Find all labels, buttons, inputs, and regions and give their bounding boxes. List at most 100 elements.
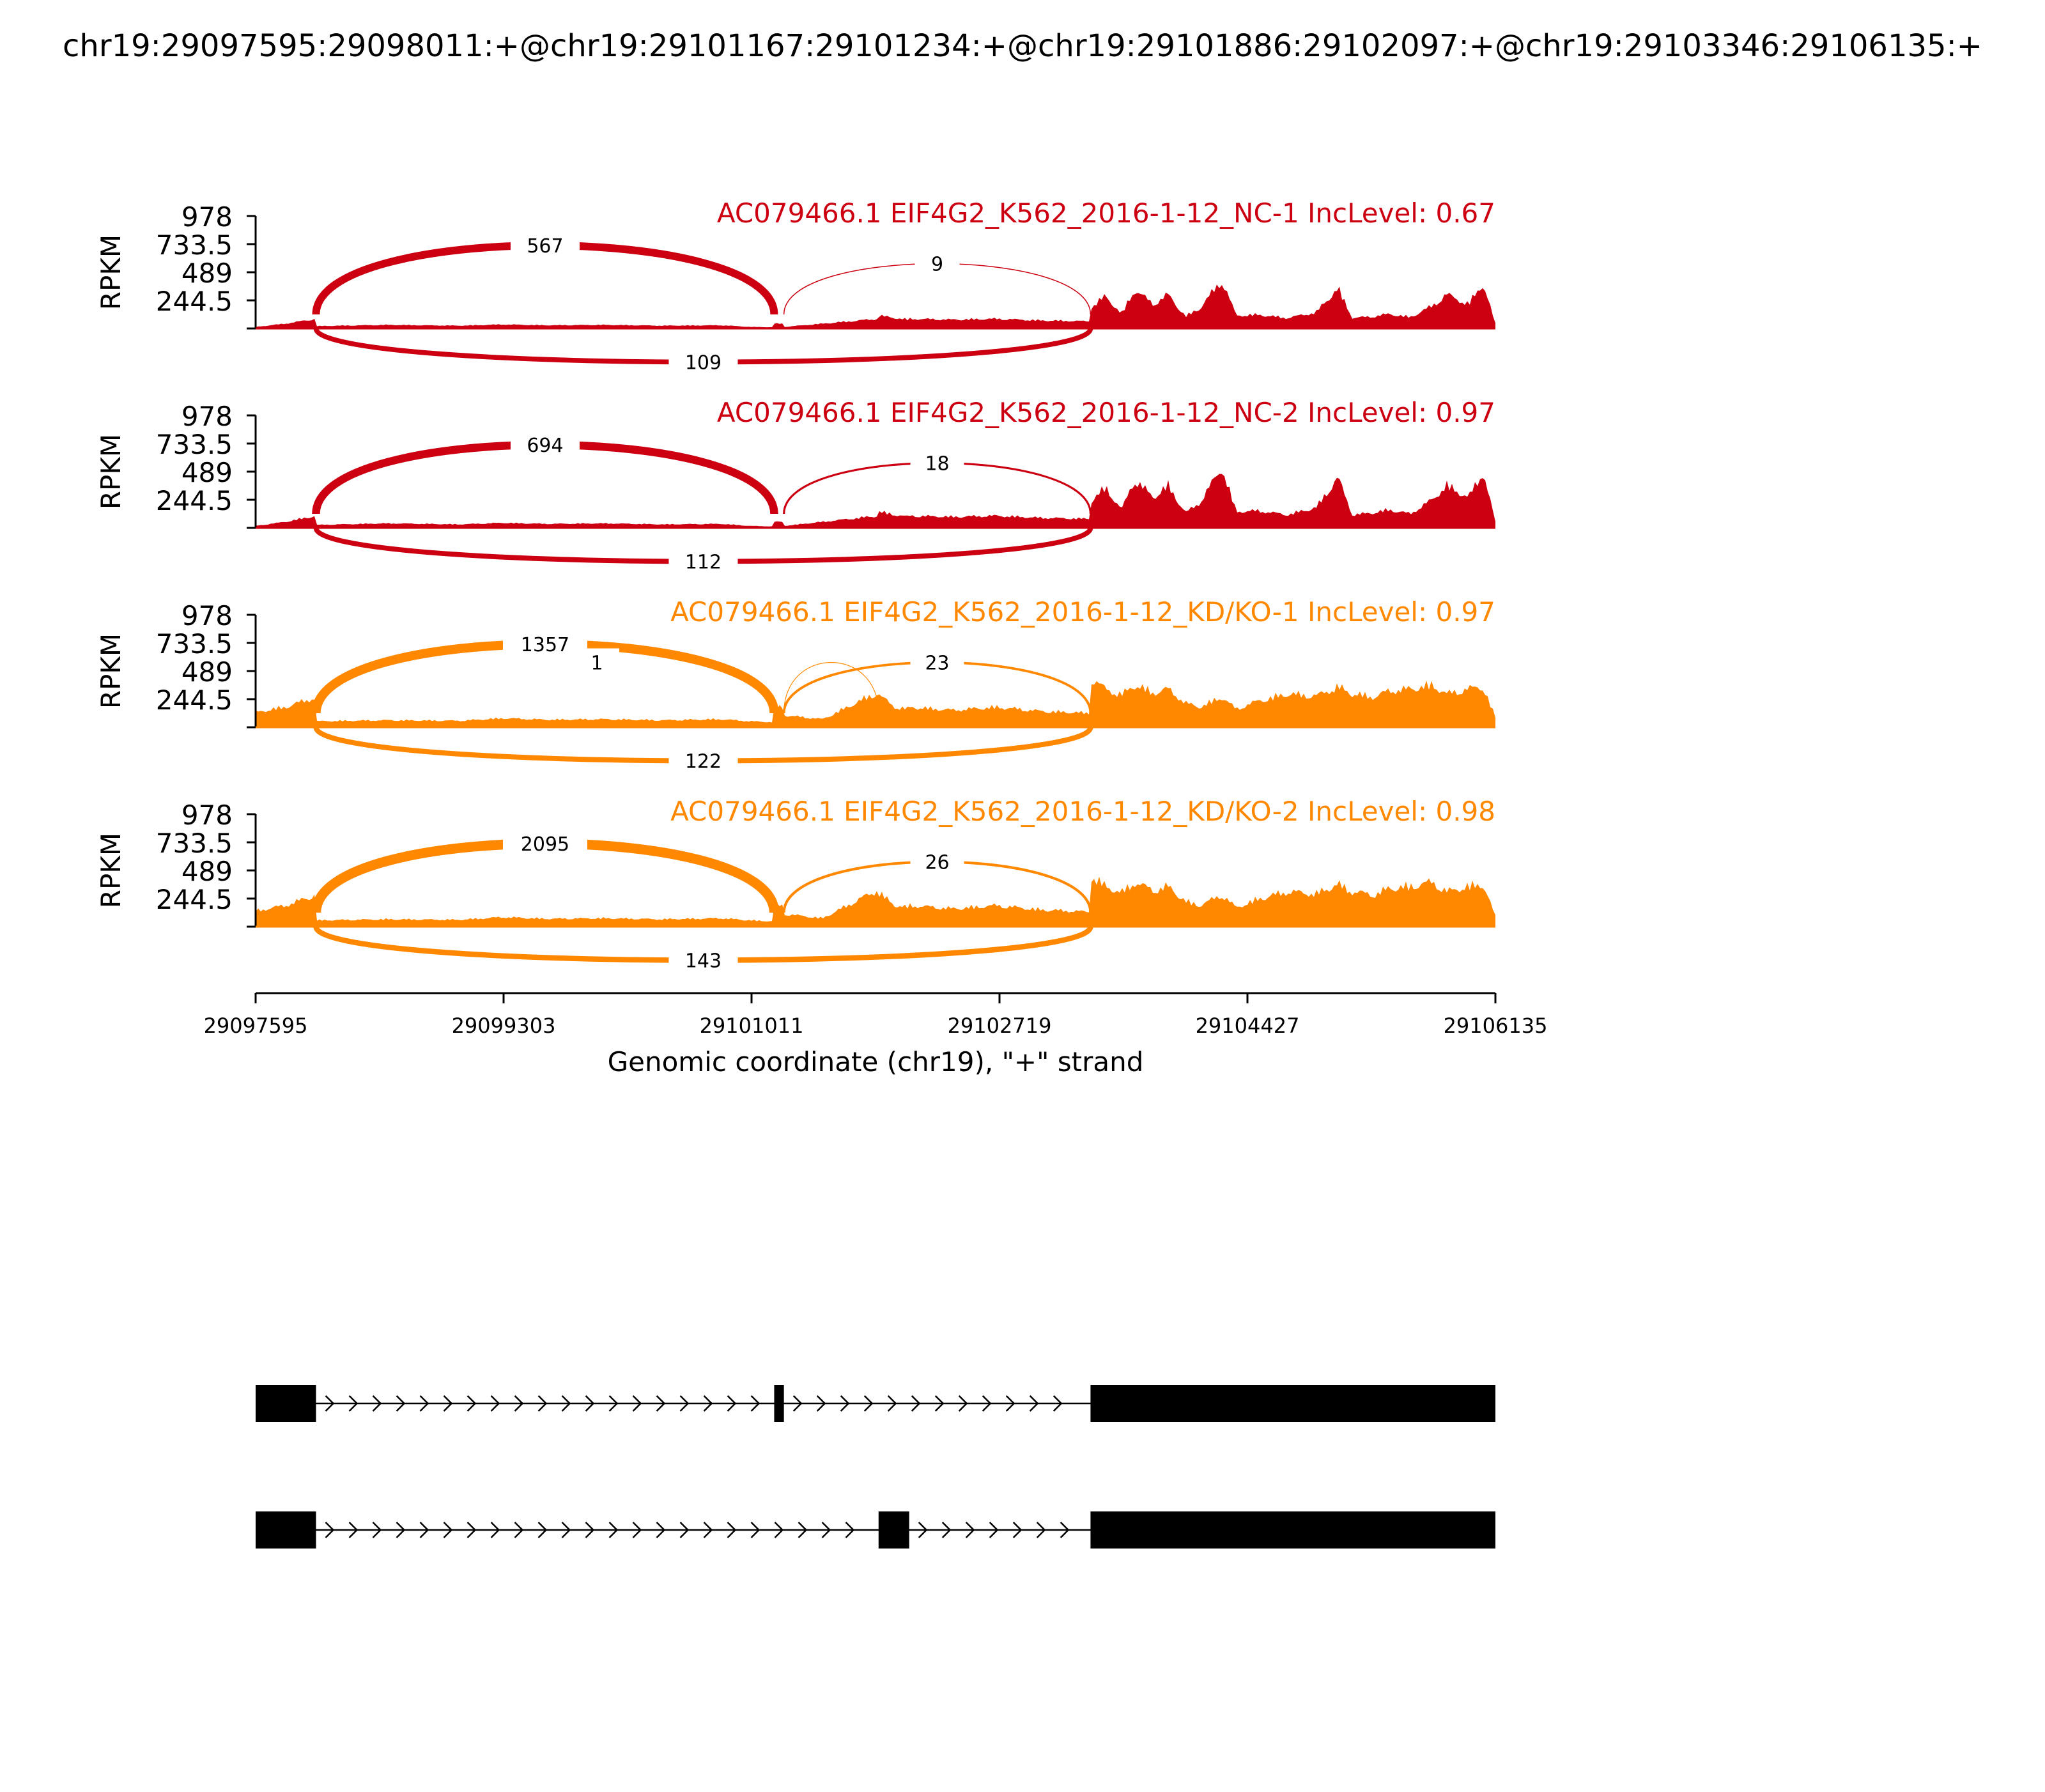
x-tick-label: 29101011 (700, 1014, 804, 1038)
strand-arrow (656, 1395, 666, 1412)
junction-label-bg (575, 648, 619, 677)
junction-label-bg (668, 348, 738, 376)
strand-arrow (911, 1395, 921, 1412)
sample-title: AC079466.1 EIF4G2_K562_2016-1-12_NC-2 In… (717, 397, 1495, 428)
coverage-area (256, 876, 1495, 927)
strand-arrow (845, 1522, 855, 1538)
strand-arrow (608, 1522, 619, 1538)
junction-label-bg (502, 830, 587, 858)
junction-label-bg (510, 231, 580, 259)
strand-arrow (537, 1395, 548, 1412)
junction-count-label: 122 (685, 751, 722, 773)
junction-count-label: 26 (925, 852, 949, 874)
y-axis-label: RPKM (95, 633, 127, 709)
strand-arrow (965, 1522, 975, 1538)
y-tick-label: 489 (181, 656, 233, 688)
y-tick-label: 733.5 (156, 429, 233, 460)
strand-arrow (1012, 1522, 1022, 1538)
x-tick-label: 29097595 (204, 1014, 308, 1038)
strand-arrow (792, 1395, 803, 1412)
sample-title: AC079466.1 EIF4G2_K562_2016-1-12_NC-1 In… (717, 197, 1495, 229)
figure-title: chr19:29097595:29098011:+@chr19:29101167… (63, 28, 1982, 64)
strand-arrow (348, 1395, 359, 1412)
x-axis-label: Genomic coordinate (chr19), "+" strand (608, 1046, 1144, 1078)
strand-arrow (863, 1395, 874, 1412)
strand-arrow (632, 1395, 642, 1412)
x-tick-label: 29106135 (1444, 1014, 1548, 1038)
strand-arrow (632, 1522, 642, 1538)
junction-count-label: 9 (931, 254, 943, 276)
junction-label-bg (910, 847, 964, 876)
y-axis-label: RPKM (95, 235, 127, 310)
transcript-model-2 (256, 1511, 1495, 1549)
strand-arrow (419, 1522, 429, 1538)
sample-title: AC079466.1 EIF4G2_K562_2016-1-12_KD/KO-1… (670, 596, 1495, 628)
sample-title: AC079466.1 EIF4G2_K562_2016-1-12_KD/KO-2… (670, 796, 1495, 827)
strand-arrow (727, 1522, 737, 1538)
y-tick-label: 489 (181, 856, 233, 887)
strand-arrow (1053, 1395, 1063, 1412)
x-axis: 29097595 29099303 29101011 29102719 29104427… (204, 992, 1548, 1078)
junction-label-bg (668, 547, 738, 576)
junction-count-label: 567 (527, 235, 563, 258)
strand-arrow (750, 1395, 760, 1412)
strand-arrow (1005, 1395, 1015, 1412)
y-tick-label: 489 (181, 258, 233, 289)
strand-arrow (490, 1522, 500, 1538)
strand-arrow (396, 1522, 406, 1538)
y-tick-label: 978 (181, 600, 233, 631)
y-tick-label: 244.5 (156, 485, 233, 516)
junction-count-label: 109 (685, 352, 722, 375)
strand-arrow (774, 1522, 784, 1538)
strand-arrow (325, 1522, 335, 1538)
strand-arrow (1036, 1522, 1046, 1538)
y-axis-label: RPKM (95, 833, 127, 908)
junction-count-label: 143 (685, 950, 722, 973)
strand-arrow (419, 1395, 429, 1412)
strand-arrow (537, 1522, 548, 1538)
strand-arrow (561, 1522, 571, 1538)
strand-arrow (982, 1395, 992, 1412)
strand-arrow (608, 1395, 619, 1412)
junction-label-bg (668, 746, 738, 775)
y-tick-label: 244.5 (156, 684, 233, 716)
exon-block (1090, 1385, 1495, 1422)
strand-arrow (585, 1522, 595, 1538)
strand-arrow (467, 1395, 477, 1412)
junction-label-bg (910, 449, 964, 477)
strand-arrow (840, 1395, 850, 1412)
junction-label-bg (910, 648, 964, 677)
strand-arrow (934, 1395, 945, 1412)
strand-arrow (1029, 1395, 1039, 1412)
strand-arrow (958, 1395, 968, 1412)
y-tick-label: 244.5 (156, 286, 233, 317)
transcript-model-1 (256, 1385, 1495, 1422)
strand-arrow (490, 1395, 500, 1412)
junction-label-bg (668, 946, 738, 975)
strand-arrow (679, 1522, 690, 1538)
y-tick-label: 978 (181, 799, 233, 831)
y-tick-label: 978 (181, 401, 233, 432)
y-tick-label: 489 (181, 457, 233, 488)
strand-arrow (703, 1395, 713, 1412)
junction-count-label: 18 (925, 453, 949, 475)
strand-arrow (941, 1522, 952, 1538)
strand-arrow (561, 1395, 571, 1412)
strand-arrow (348, 1522, 359, 1538)
junction-label-bg (914, 249, 960, 278)
x-tick-label: 29099303 (452, 1014, 556, 1038)
strand-arrow (989, 1522, 999, 1538)
strand-arrow (443, 1522, 453, 1538)
junction-count-label: 1 (590, 653, 603, 675)
strand-arrow (656, 1522, 666, 1538)
junction-count-label: 2095 (521, 833, 569, 856)
strand-arrow (703, 1522, 713, 1538)
exon-block (256, 1511, 316, 1549)
junction-count-label: 694 (527, 435, 563, 457)
strand-arrow (1060, 1522, 1070, 1538)
strand-arrow (821, 1522, 831, 1538)
